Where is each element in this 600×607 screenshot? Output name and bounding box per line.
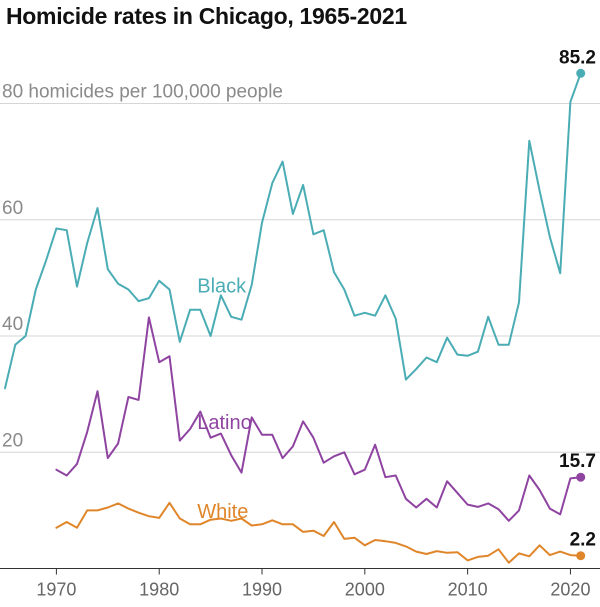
series-line-white — [55, 501, 582, 564]
y-axis-ticks: 20 40 60 80 homicides per 100,000 people — [2, 82, 283, 452]
x-axis: 1970 1980 1990 2000 2010 2020 — [0, 568, 600, 600]
end-value-label-white: 2.2 — [570, 530, 596, 551]
y-tick-label-60: 60 — [2, 198, 23, 219]
series-label-latino: Latino — [197, 412, 252, 434]
series-end-point-white — [576, 551, 586, 561]
series-end-point-latino — [576, 472, 586, 482]
series-lines — [4, 68, 586, 564]
y-tick-label-80: 80 homicides per 100,000 people — [2, 82, 283, 103]
x-tick-label-1990: 1990 — [242, 580, 282, 600]
x-tick-label-2020: 2020 — [550, 580, 590, 600]
x-tick-label-1970: 1970 — [36, 580, 76, 600]
y-tick-label-40: 40 — [2, 314, 23, 335]
series-label-white: White — [197, 501, 248, 523]
y-tick-label-20: 20 — [2, 430, 23, 451]
end-value-label-latino: 15.7 — [559, 451, 596, 472]
series-line-black — [4, 72, 582, 390]
x-tick-label-1980: 1980 — [139, 580, 179, 600]
x-tick-label-2010: 2010 — [448, 580, 488, 600]
gridlines — [0, 103, 600, 453]
series-labels: Black 85.2 Latino 15.7 White 2.2 — [197, 47, 596, 550]
series-end-point-black — [576, 68, 586, 78]
x-tick-label-2000: 2000 — [345, 580, 385, 600]
end-value-label-black: 85.2 — [559, 47, 596, 68]
series-label-black: Black — [197, 275, 247, 297]
series-line-latino — [55, 316, 582, 522]
chart-title: Homicide rates in Chicago, 1965-2021 — [6, 3, 407, 29]
